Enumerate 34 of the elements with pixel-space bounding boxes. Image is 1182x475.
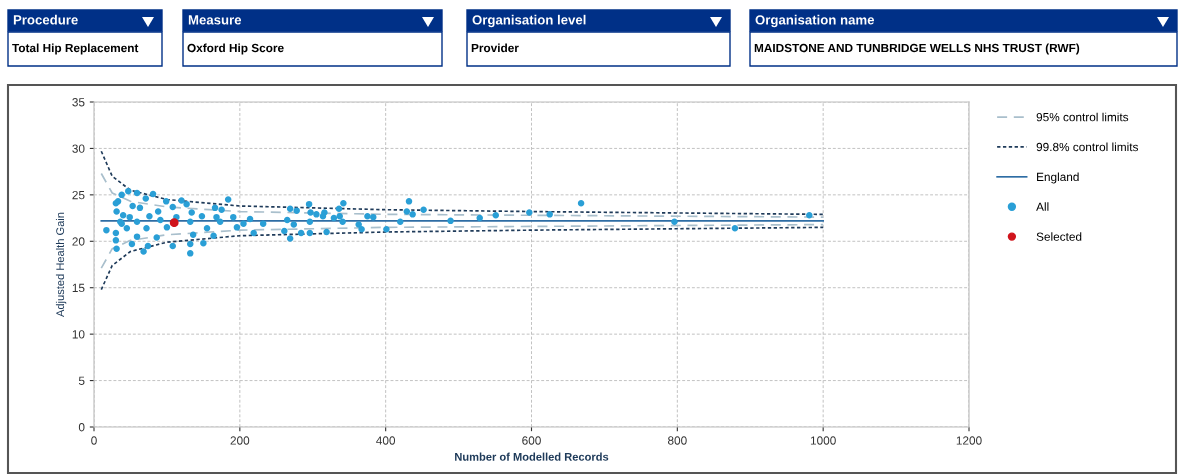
y-tick-label: 5 (78, 376, 85, 385)
legend-label: 99.8% control limits (1036, 142, 1139, 152)
line-series (100, 223, 825, 270)
legend-label: 95% control limits (1036, 112, 1129, 122)
x-axis-title: Number of Modelled Records (455, 452, 609, 461)
x-tick-label: 800 (668, 436, 687, 445)
legend-label: Selected (1036, 232, 1082, 241)
text: Measure (188, 15, 242, 25)
y-tick-label: 0 (78, 423, 85, 432)
x-tick-label: 1200 (956, 436, 982, 445)
text: Provider (471, 43, 519, 53)
text: Organisation name (755, 14, 875, 28)
line-series (100, 226, 825, 291)
text: MAIDSTONE AND TUNBRIDGE WELLS NHS TRUST (RWF) (754, 43, 1080, 55)
x-tick-label: 400 (376, 436, 396, 445)
y-axis-title: Adjusted Health Gain (55, 212, 67, 317)
text: Oxford Hip Score (187, 43, 284, 55)
legend-label: England (1037, 172, 1079, 184)
x-tick-label: 200 (230, 436, 250, 445)
y-tick-label: 15 (72, 283, 85, 293)
text: Total Hip Replacement (12, 43, 139, 55)
y-tick-label: 10 (72, 330, 85, 339)
y-tick-label: 30 (72, 144, 85, 153)
text: Organisation level (472, 14, 586, 28)
y-tick-label: 25 (72, 190, 85, 200)
y-tick-label: 20 (72, 237, 85, 246)
y-tick-label: 35 (72, 98, 85, 107)
x-tick-label: 1000 (810, 436, 836, 445)
x-tick-label: 600 (522, 436, 541, 445)
x-tick-label: 0 (91, 436, 97, 445)
legend-label: All (1036, 202, 1049, 211)
line-series (100, 150, 825, 216)
text: Procedure (13, 14, 78, 25)
line-series (100, 172, 825, 218)
